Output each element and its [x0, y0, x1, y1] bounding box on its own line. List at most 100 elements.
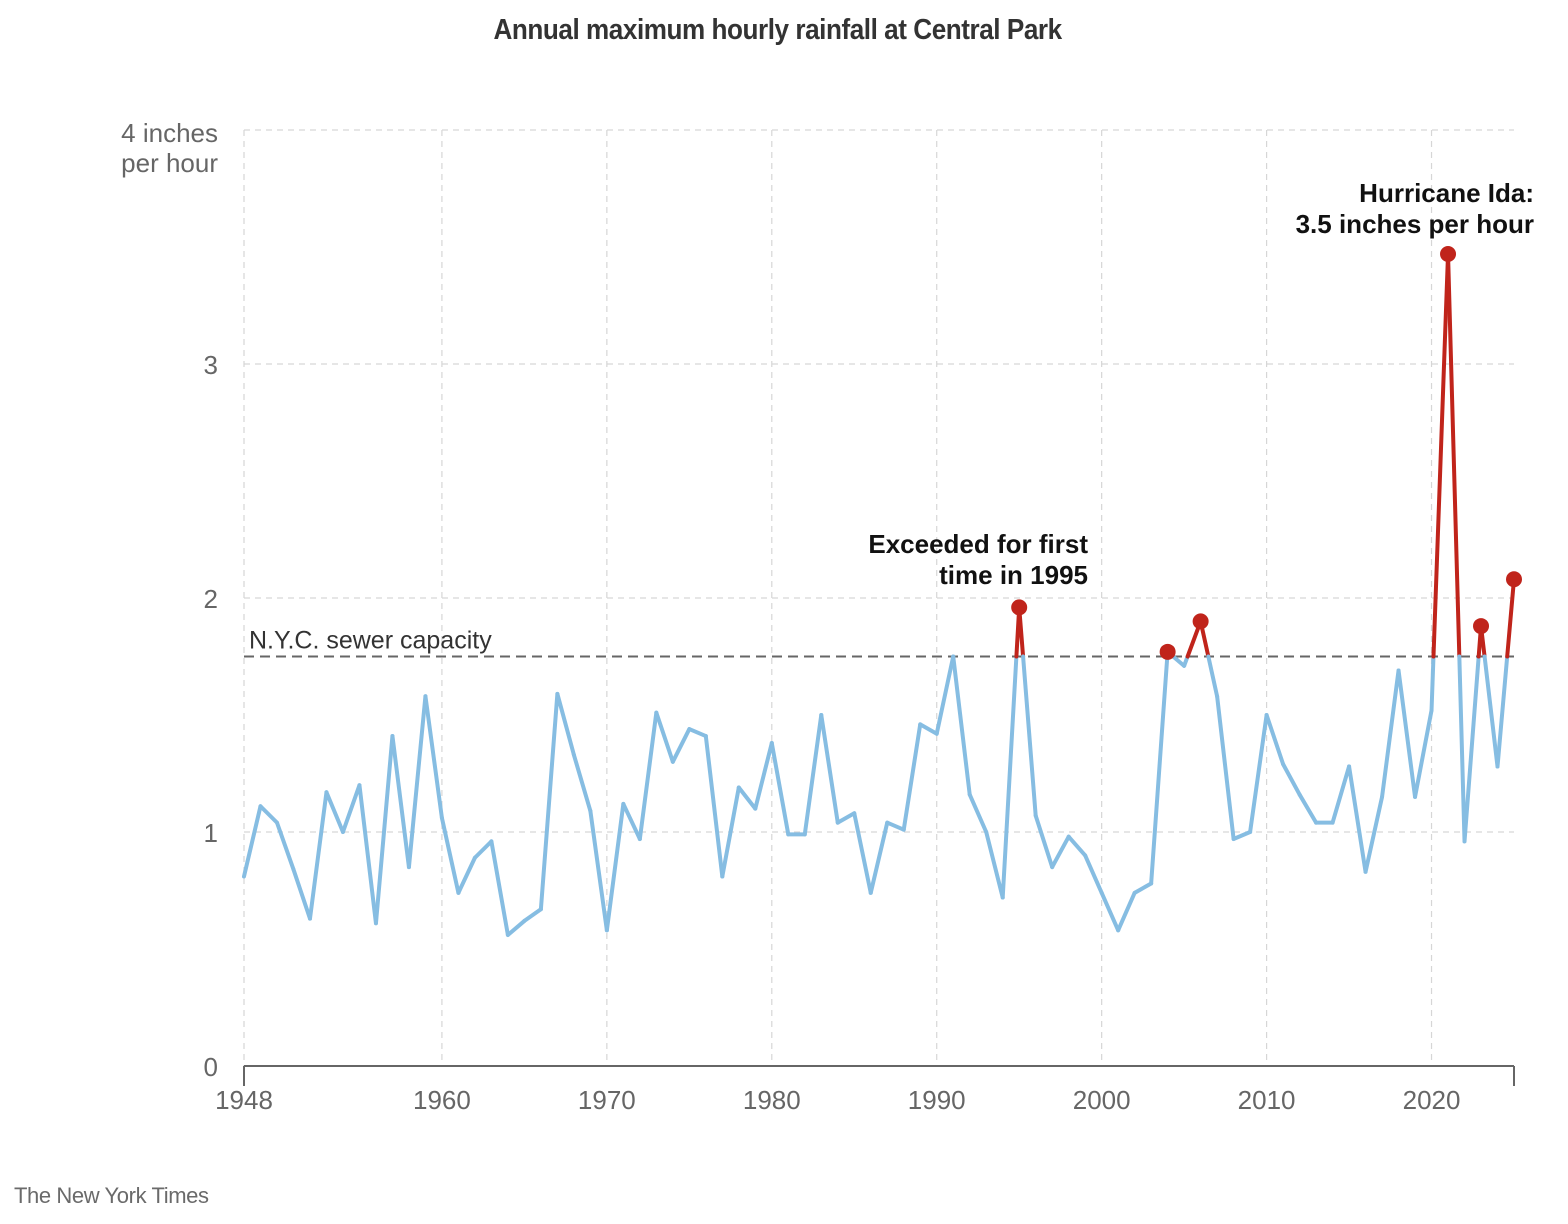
line-segment-below	[1000, 654, 1019, 900]
line-segment-below	[1206, 654, 1220, 699]
highlight-point	[1473, 618, 1490, 635]
line-segment-below	[1264, 713, 1286, 767]
line-segment-below	[637, 710, 659, 842]
y-tick-label: 0	[204, 1052, 218, 1082]
x-tick-label: 1970	[578, 1085, 636, 1115]
line-segment-below	[291, 867, 312, 921]
line-segment-below	[1297, 792, 1319, 825]
y-unit-label: per hour	[121, 148, 218, 178]
line-segment-below	[538, 691, 560, 912]
line-segment-below	[753, 741, 774, 811]
line-segment-below	[357, 783, 378, 926]
line-segment-below	[1083, 853, 1104, 895]
line-segment-below	[242, 804, 263, 879]
line-segment-below	[604, 801, 626, 933]
y-tick-label: 1	[204, 818, 218, 848]
y-tick-label: 2	[204, 584, 218, 614]
highlight-point	[1011, 599, 1028, 616]
line-segment-below	[934, 654, 956, 736]
line-segment-below	[274, 820, 296, 872]
x-tick-label: 2000	[1073, 1085, 1131, 1115]
line-segment-below	[1330, 764, 1352, 825]
line-segment-below	[621, 801, 642, 842]
x-tick-label: 1990	[908, 1085, 966, 1115]
line-segment-below	[835, 811, 857, 825]
line-segment-below	[1231, 830, 1253, 842]
line-segment-below	[769, 741, 791, 837]
line-segment-below	[703, 734, 725, 879]
line-segment-below	[1099, 890, 1121, 933]
line-segment-below	[736, 785, 758, 811]
line-segment-below	[439, 815, 461, 895]
line-segment-below	[967, 792, 989, 834]
line-segment-below	[1033, 813, 1055, 870]
line-segment-above	[1446, 252, 1462, 659]
sewer-capacity-reference: N.Y.C. sewer capacity	[244, 627, 1514, 658]
y-unit-label: 4 inches	[121, 118, 218, 148]
highlight-points	[1011, 246, 1522, 660]
line-segment-below	[951, 654, 972, 797]
line-segment-below	[802, 713, 824, 837]
line-segment-below	[555, 691, 576, 757]
line-segment-below	[885, 820, 906, 832]
line-segment-below	[406, 694, 428, 870]
reference-label: N.Y.C. sewer capacity	[249, 627, 492, 655]
highlight-point	[1440, 246, 1457, 263]
line-segment-below	[1050, 834, 1071, 870]
y-tick-label: 3	[204, 350, 218, 380]
annotation-1995: time in 1995	[939, 560, 1088, 590]
line-segment-above	[1431, 252, 1451, 659]
line-segment-below	[1482, 654, 1500, 769]
line-segment-below	[868, 820, 890, 895]
line-segment-below	[505, 918, 527, 937]
x-tick-label: 2010	[1238, 1085, 1296, 1115]
line-segment-above	[1505, 577, 1516, 659]
line-segment-below	[1462, 654, 1481, 844]
x-axis: 1948 1960 1970 1980 1990 2000 2010 2020	[215, 1065, 1515, 1115]
source-credit: The New York Times	[14, 1183, 209, 1208]
highlight-point	[1506, 571, 1522, 588]
line-segment-below	[1248, 713, 1269, 834]
line-segment-below	[324, 790, 345, 834]
line-segment-below	[588, 808, 609, 933]
annotation-1995: Exceeded for first	[868, 529, 1088, 559]
line-segment-below	[423, 694, 444, 820]
chart-title: Annual maximum hourly rainfall at Centra…	[493, 14, 1063, 46]
highlight-point	[1159, 643, 1176, 660]
series-line	[242, 252, 1516, 937]
line-segment-below	[654, 710, 675, 764]
line-segment-below	[720, 785, 741, 879]
line-segment-below	[472, 839, 494, 860]
line-segment-below	[258, 804, 279, 825]
line-segment-below	[1457, 654, 1467, 844]
line-segment-below	[1396, 668, 1418, 799]
line-segment-below	[1171, 654, 1187, 668]
line-segment-below	[918, 722, 939, 736]
line-segment-below	[373, 734, 395, 926]
line-segment-below	[852, 811, 873, 895]
line-segment-below	[1495, 654, 1510, 769]
line-segment-below	[901, 722, 923, 832]
highlight-point	[1192, 613, 1209, 630]
line-segment-below	[1066, 834, 1088, 858]
line-segment-below	[1429, 654, 1436, 713]
line-segment-below	[390, 734, 411, 870]
line-segment-below	[1132, 881, 1154, 895]
annotation-ida: 3.5 inches per hour	[1296, 209, 1534, 239]
line-segment-below	[1347, 764, 1368, 874]
line-segment-below	[984, 830, 1005, 900]
x-tick-label: 1948	[215, 1085, 273, 1115]
line-segment-below	[1413, 708, 1434, 799]
line-segment-below	[1215, 694, 1236, 842]
line-segment-below	[819, 713, 840, 825]
line-segment-above	[1017, 605, 1026, 659]
line-segment-below	[1021, 654, 1038, 818]
x-tick-label: 2020	[1403, 1085, 1461, 1115]
line-segment-below	[1149, 654, 1170, 886]
line-segment-below	[687, 727, 708, 739]
line-segment-below	[522, 907, 543, 923]
x-tick-label: 1960	[413, 1085, 471, 1115]
